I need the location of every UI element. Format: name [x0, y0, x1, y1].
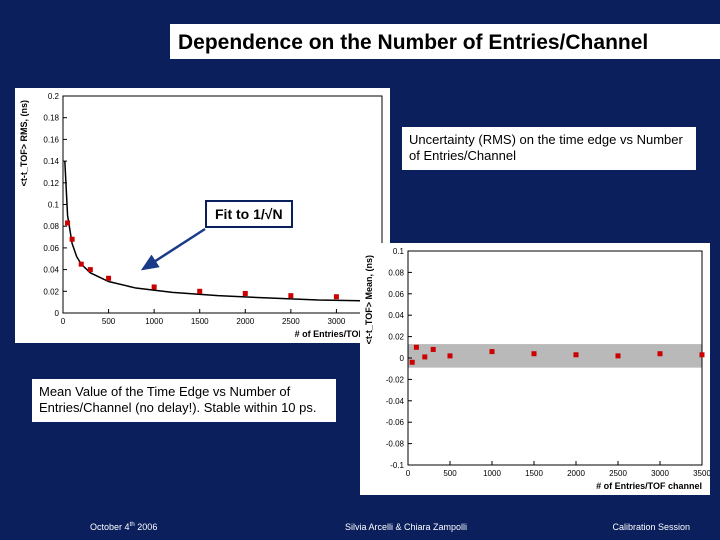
svg-text:0: 0 [55, 309, 60, 318]
svg-text:1500: 1500 [525, 469, 543, 478]
svg-text:-0.08: -0.08 [386, 440, 405, 449]
svg-text:0.04: 0.04 [43, 266, 59, 275]
uncertainty-text: Uncertainty (RMS) on the time edge vs Nu… [409, 132, 683, 163]
svg-text:2000: 2000 [567, 469, 585, 478]
svg-text:0.12: 0.12 [43, 179, 59, 188]
mean-text: Mean Value of the Time Edge vs Number of… [39, 384, 317, 415]
fit-label-text: Fit to 1/√N [215, 206, 283, 222]
svg-text:0.06: 0.06 [43, 244, 59, 253]
svg-text:0.04: 0.04 [388, 311, 404, 320]
uncertainty-caption: Uncertainty (RMS) on the time edge vs Nu… [400, 125, 698, 172]
footer-authors: Silvia Arcelli & Chiara Zampolli [345, 522, 467, 532]
svg-text:0.02: 0.02 [388, 333, 404, 342]
svg-text:-0.06: -0.06 [386, 418, 405, 427]
svg-text:0.08: 0.08 [43, 222, 59, 231]
svg-text:0: 0 [406, 469, 411, 478]
svg-text:<t-t_TOF> Mean, (ns): <t-t_TOF> Mean, (ns) [364, 255, 374, 344]
svg-text:0.16: 0.16 [43, 135, 59, 144]
svg-text:-0.04: -0.04 [386, 397, 405, 406]
footer-session: Calibration Session [612, 522, 690, 532]
svg-text:2500: 2500 [282, 317, 300, 326]
svg-text:2500: 2500 [609, 469, 627, 478]
svg-text:0.18: 0.18 [43, 114, 59, 123]
mean-caption: Mean Value of the Time Edge vs Number of… [30, 377, 338, 424]
svg-text:0: 0 [400, 354, 405, 363]
page-title: Dependence on the Number of Entries/Chan… [170, 24, 720, 62]
svg-text:0.02: 0.02 [43, 287, 59, 296]
svg-text:0.2: 0.2 [48, 92, 60, 101]
svg-text:0: 0 [61, 317, 66, 326]
svg-text:1000: 1000 [145, 317, 163, 326]
svg-text:1000: 1000 [483, 469, 501, 478]
svg-text:2000: 2000 [236, 317, 254, 326]
svg-text:500: 500 [102, 317, 116, 326]
svg-text:-0.02: -0.02 [386, 375, 405, 384]
svg-text:# of Entries/TOF channel: # of Entries/TOF channel [596, 481, 702, 491]
svg-text:3500: 3500 [693, 469, 710, 478]
svg-text:<t-t_TOF> RMS, (ns): <t-t_TOF> RMS, (ns) [19, 100, 29, 186]
mean-plot: 0 500 1000 1500 2000 2500 3000 3500 -0.1 -0.08 -0.… [360, 243, 710, 495]
fit-label-box: Fit to 1/√N [205, 200, 293, 228]
svg-text:0.08: 0.08 [388, 268, 404, 277]
footer-date: October 4th 2006 [90, 521, 157, 532]
svg-text:0.1: 0.1 [48, 201, 60, 210]
rms-plot: 050010001500200025003000350000.020.040.0… [15, 88, 390, 343]
svg-text:3000: 3000 [651, 469, 669, 478]
svg-text:3000: 3000 [328, 317, 346, 326]
svg-text:0.14: 0.14 [43, 157, 59, 166]
svg-text:-0.1: -0.1 [390, 461, 404, 470]
fit-arrow [135, 224, 210, 279]
svg-text:0.1: 0.1 [393, 247, 405, 256]
svg-text:1500: 1500 [191, 317, 209, 326]
svg-text:0.06: 0.06 [388, 290, 404, 299]
svg-text:500: 500 [443, 469, 457, 478]
